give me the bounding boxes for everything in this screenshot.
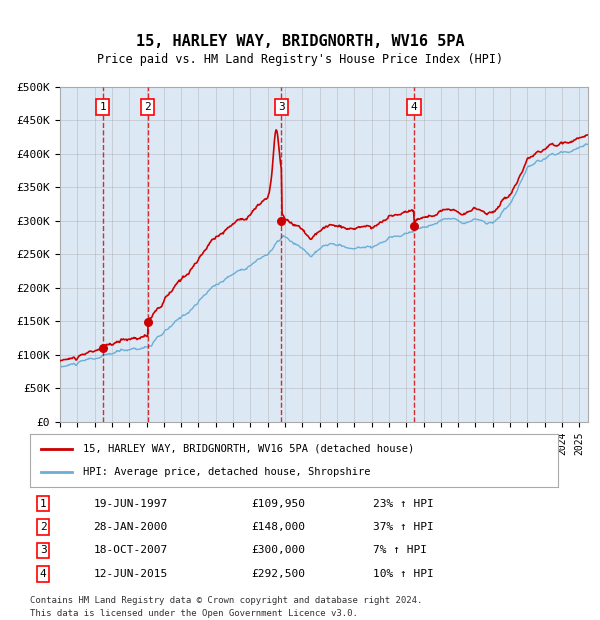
Text: 4: 4 (410, 102, 417, 112)
Text: 28-JAN-2000: 28-JAN-2000 (94, 522, 167, 532)
Text: 1: 1 (40, 498, 47, 508)
Text: Price paid vs. HM Land Registry's House Price Index (HPI): Price paid vs. HM Land Registry's House … (97, 53, 503, 66)
Text: 3: 3 (278, 102, 285, 112)
Point (277, 216, 286, 226)
Text: This data is licensed under the Open Government Licence v3.0.: This data is licensed under the Open Gov… (30, 609, 358, 618)
Text: 1: 1 (100, 102, 106, 112)
Text: 7% ↑ HPI: 7% ↑ HPI (373, 546, 427, 556)
Text: 12-JUN-2015: 12-JUN-2015 (94, 569, 167, 579)
Text: £292,500: £292,500 (252, 569, 306, 579)
Text: 10% ↑ HPI: 10% ↑ HPI (373, 569, 434, 579)
Text: 2: 2 (145, 102, 151, 112)
Text: £300,000: £300,000 (252, 546, 306, 556)
Text: £109,950: £109,950 (252, 498, 306, 508)
Text: £148,000: £148,000 (252, 522, 306, 532)
Text: 15, HARLEY WAY, BRIDGNORTH, WV16 5PA: 15, HARLEY WAY, BRIDGNORTH, WV16 5PA (136, 34, 464, 49)
Text: HPI: Average price, detached house, Shropshire: HPI: Average price, detached house, Shro… (83, 467, 370, 477)
Text: 4: 4 (40, 569, 47, 579)
Point (409, 221, 419, 231)
Point (143, 317, 152, 327)
Text: 19-JUN-1997: 19-JUN-1997 (94, 498, 167, 508)
Text: 37% ↑ HPI: 37% ↑ HPI (373, 522, 434, 532)
Text: 15, HARLEY WAY, BRIDGNORTH, WV16 5PA (detached house): 15, HARLEY WAY, BRIDGNORTH, WV16 5PA (de… (83, 444, 414, 454)
Text: 23% ↑ HPI: 23% ↑ HPI (373, 498, 434, 508)
Text: 2: 2 (40, 522, 47, 532)
Text: 3: 3 (40, 546, 47, 556)
Point (98, 343, 107, 353)
Text: 18-OCT-2007: 18-OCT-2007 (94, 546, 167, 556)
Text: Contains HM Land Registry data © Crown copyright and database right 2024.: Contains HM Land Registry data © Crown c… (30, 596, 422, 606)
